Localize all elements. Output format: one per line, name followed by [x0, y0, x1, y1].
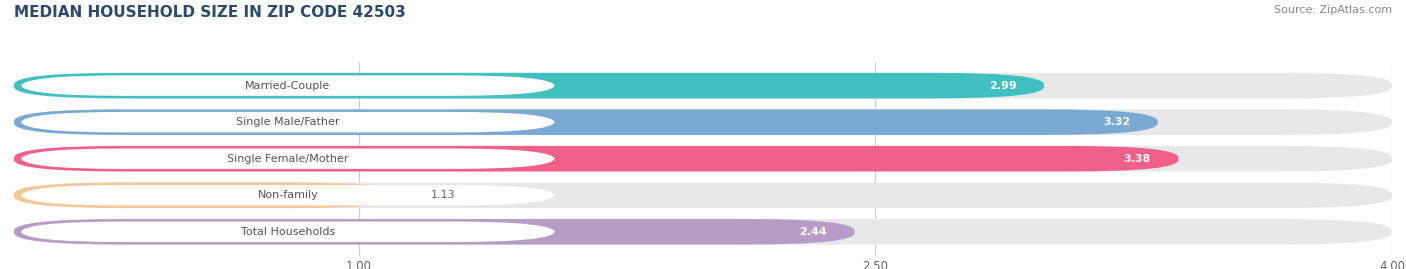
FancyBboxPatch shape	[14, 182, 1392, 208]
Text: Married-Couple: Married-Couple	[245, 81, 330, 91]
FancyBboxPatch shape	[14, 182, 404, 208]
Text: Single Female/Mother: Single Female/Mother	[228, 154, 349, 164]
FancyBboxPatch shape	[14, 73, 1392, 98]
FancyBboxPatch shape	[14, 219, 1392, 245]
FancyBboxPatch shape	[14, 146, 1392, 172]
Text: 2.44: 2.44	[799, 227, 827, 237]
Text: Source: ZipAtlas.com: Source: ZipAtlas.com	[1274, 5, 1392, 15]
Text: 3.32: 3.32	[1102, 117, 1130, 127]
FancyBboxPatch shape	[14, 109, 1157, 135]
Text: Total Households: Total Households	[240, 227, 335, 237]
Text: 1.13: 1.13	[430, 190, 456, 200]
FancyBboxPatch shape	[14, 109, 1392, 135]
Text: MEDIAN HOUSEHOLD SIZE IN ZIP CODE 42503: MEDIAN HOUSEHOLD SIZE IN ZIP CODE 42503	[14, 5, 406, 20]
Text: Non-family: Non-family	[257, 190, 318, 200]
Text: Single Male/Father: Single Male/Father	[236, 117, 340, 127]
Text: 3.38: 3.38	[1123, 154, 1150, 164]
FancyBboxPatch shape	[21, 185, 555, 206]
FancyBboxPatch shape	[21, 112, 555, 132]
FancyBboxPatch shape	[14, 73, 1045, 98]
Text: 2.99: 2.99	[988, 81, 1017, 91]
FancyBboxPatch shape	[21, 222, 555, 242]
FancyBboxPatch shape	[21, 75, 555, 96]
FancyBboxPatch shape	[14, 219, 855, 245]
FancyBboxPatch shape	[21, 148, 555, 169]
FancyBboxPatch shape	[14, 146, 1178, 172]
